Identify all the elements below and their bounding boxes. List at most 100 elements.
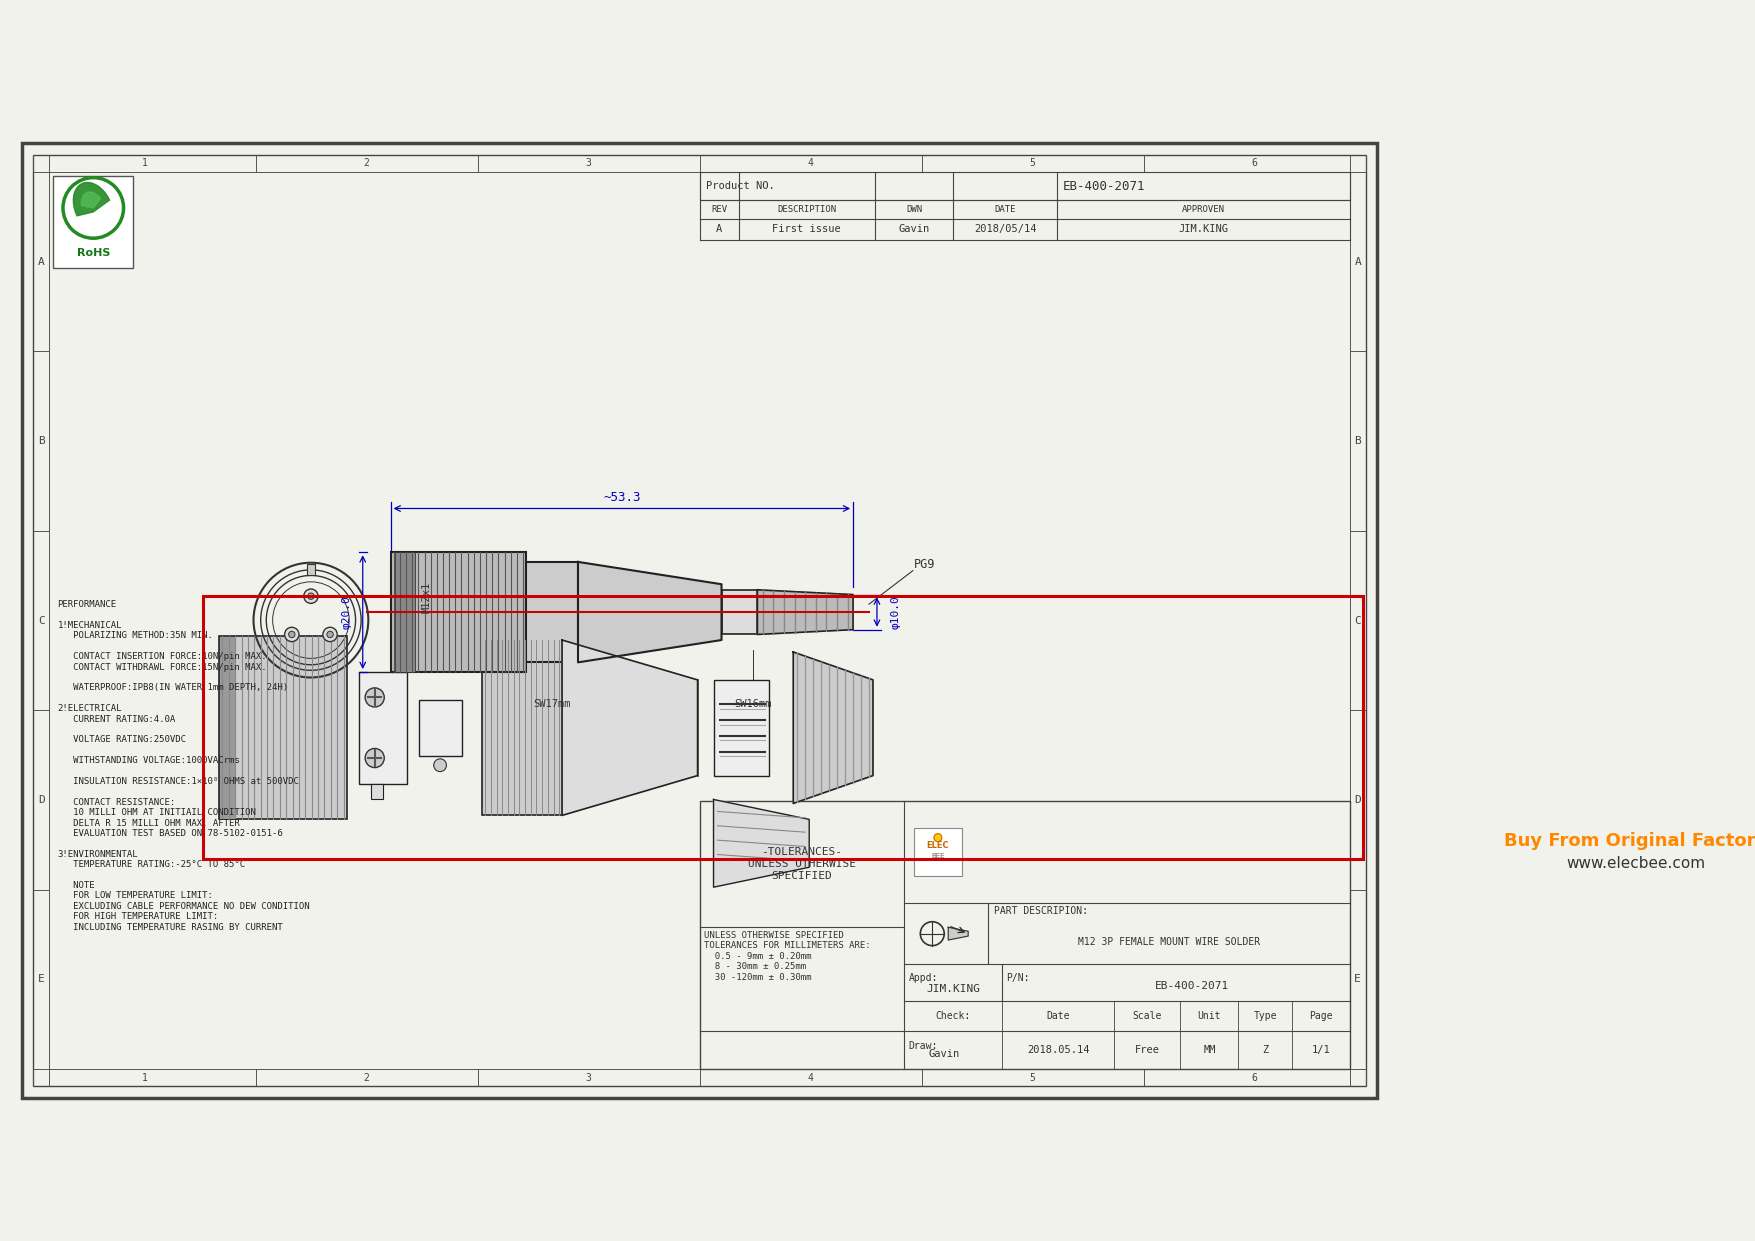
- Bar: [395, 552, 414, 671]
- Text: MM: MM: [1204, 1045, 1216, 1055]
- Text: 3: 3: [586, 159, 591, 169]
- Text: 3: 3: [586, 1072, 591, 1082]
- Bar: [914, 828, 962, 876]
- Bar: [219, 637, 347, 819]
- Text: A: A: [39, 257, 46, 267]
- Bar: [307, 565, 314, 576]
- Circle shape: [307, 593, 314, 599]
- Text: 6: 6: [1251, 1072, 1258, 1082]
- Text: DESCRIPTION: DESCRIPTION: [777, 205, 837, 213]
- Circle shape: [304, 589, 318, 603]
- Text: PART DESCRIPION:: PART DESCRIPION:: [995, 906, 1088, 916]
- Text: ~53.3: ~53.3: [604, 491, 641, 504]
- Polygon shape: [714, 799, 809, 887]
- Text: SW16mm: SW16mm: [735, 699, 772, 709]
- Text: C: C: [1355, 616, 1362, 625]
- Circle shape: [323, 627, 337, 642]
- Text: REV: REV: [711, 205, 727, 213]
- Bar: [370, 783, 383, 799]
- Text: 4: 4: [807, 1072, 814, 1082]
- Bar: [418, 700, 462, 756]
- Text: Free: Free: [1134, 1045, 1160, 1055]
- Text: Scale: Scale: [1132, 1011, 1162, 1021]
- Bar: [483, 640, 562, 815]
- Polygon shape: [948, 927, 969, 939]
- Text: PG9: PG9: [914, 557, 935, 571]
- Text: E: E: [39, 974, 46, 984]
- Text: 2: 2: [363, 1072, 370, 1082]
- Text: Unit: Unit: [1197, 1011, 1221, 1021]
- Text: D: D: [39, 795, 46, 805]
- Text: 1: 1: [142, 1072, 147, 1082]
- Bar: [714, 680, 769, 776]
- Circle shape: [934, 834, 942, 841]
- Text: P/N:: P/N:: [1006, 973, 1030, 983]
- Bar: [391, 552, 526, 671]
- Text: DATE: DATE: [995, 205, 1016, 213]
- Text: 2: 2: [363, 159, 370, 169]
- Text: Gavin: Gavin: [928, 1049, 960, 1059]
- Circle shape: [326, 632, 333, 638]
- Polygon shape: [81, 192, 100, 208]
- Text: APPROVEN: APPROVEN: [1181, 205, 1225, 213]
- Text: φ20.0: φ20.0: [342, 596, 351, 629]
- Text: B: B: [39, 436, 46, 446]
- Bar: [358, 671, 407, 783]
- Text: EB-400-2071: EB-400-2071: [1064, 180, 1146, 192]
- Text: BEE: BEE: [932, 853, 944, 859]
- Text: Buy From Original Factory: Buy From Original Factory: [1504, 831, 1755, 850]
- Polygon shape: [758, 589, 853, 634]
- Text: 4: 4: [807, 159, 814, 169]
- Bar: [526, 562, 577, 663]
- Text: Draw:: Draw:: [909, 1041, 937, 1051]
- Text: First issue: First issue: [772, 225, 841, 235]
- Circle shape: [365, 748, 384, 768]
- Text: Product NO.: Product NO.: [706, 181, 774, 191]
- Text: EB-400-2071: EB-400-2071: [1155, 980, 1228, 990]
- Text: Appd:: Appd:: [909, 973, 937, 983]
- Text: φ10.0: φ10.0: [890, 596, 900, 629]
- Text: Type: Type: [1253, 1011, 1278, 1021]
- Bar: [721, 589, 758, 634]
- Polygon shape: [562, 640, 697, 815]
- Circle shape: [365, 688, 384, 707]
- Text: D: D: [1355, 795, 1362, 805]
- Text: DWN: DWN: [906, 205, 921, 213]
- Text: ELEC: ELEC: [927, 841, 949, 850]
- Text: Gavin: Gavin: [899, 225, 930, 235]
- Text: 2018.05.14: 2018.05.14: [1027, 1045, 1090, 1055]
- Text: M12x1: M12x1: [421, 582, 432, 613]
- Text: B: B: [1355, 436, 1362, 446]
- Circle shape: [284, 627, 298, 642]
- Text: Page: Page: [1309, 1011, 1332, 1021]
- Text: A: A: [716, 225, 723, 235]
- Text: SW17mm: SW17mm: [534, 699, 570, 709]
- Text: M12 3P FEMALE MOUNT WIRE SOLDER: M12 3P FEMALE MOUNT WIRE SOLDER: [1078, 937, 1260, 947]
- Text: -TOLERANCES-
UNLESS OTHERWISE
SPECIFIED: -TOLERANCES- UNLESS OTHERWISE SPECIFIED: [748, 848, 856, 881]
- Text: A: A: [1355, 257, 1362, 267]
- Text: 1: 1: [142, 159, 147, 169]
- Text: UNLESS OTHERWISE SPECIFIED
TOLERANCES FOR MILLIMETERS ARE:
  0.5 - 9mm ± 0.20mm
: UNLESS OTHERWISE SPECIFIED TOLERANCES FO…: [704, 931, 870, 982]
- Polygon shape: [793, 652, 872, 803]
- Bar: [53, 176, 133, 268]
- Text: Date: Date: [1046, 1011, 1071, 1021]
- Text: RoHS: RoHS: [77, 248, 111, 258]
- Bar: [700, 172, 1350, 200]
- Polygon shape: [577, 562, 721, 663]
- Text: Check:: Check:: [935, 1011, 971, 1021]
- Text: Z: Z: [1262, 1045, 1269, 1055]
- Circle shape: [288, 632, 295, 638]
- Text: JIM.KING: JIM.KING: [927, 984, 981, 994]
- Text: E: E: [1355, 974, 1362, 984]
- Text: 6: 6: [1251, 159, 1258, 169]
- Circle shape: [63, 177, 123, 238]
- Text: PERFORMANCE

1!MECHANICAL
   POLARIZING METHOD:35N MIN.

   CONTACT INSERTION FO: PERFORMANCE 1!MECHANICAL POLARIZING METH…: [58, 601, 311, 932]
- Polygon shape: [74, 182, 109, 216]
- Text: JIM.KING: JIM.KING: [1178, 225, 1228, 235]
- Text: 2018/05/14: 2018/05/14: [974, 225, 1037, 235]
- Bar: [700, 802, 1350, 1069]
- Bar: [204, 596, 1364, 859]
- Text: C: C: [39, 616, 46, 625]
- Text: 1/1: 1/1: [1311, 1045, 1330, 1055]
- Bar: [219, 637, 235, 819]
